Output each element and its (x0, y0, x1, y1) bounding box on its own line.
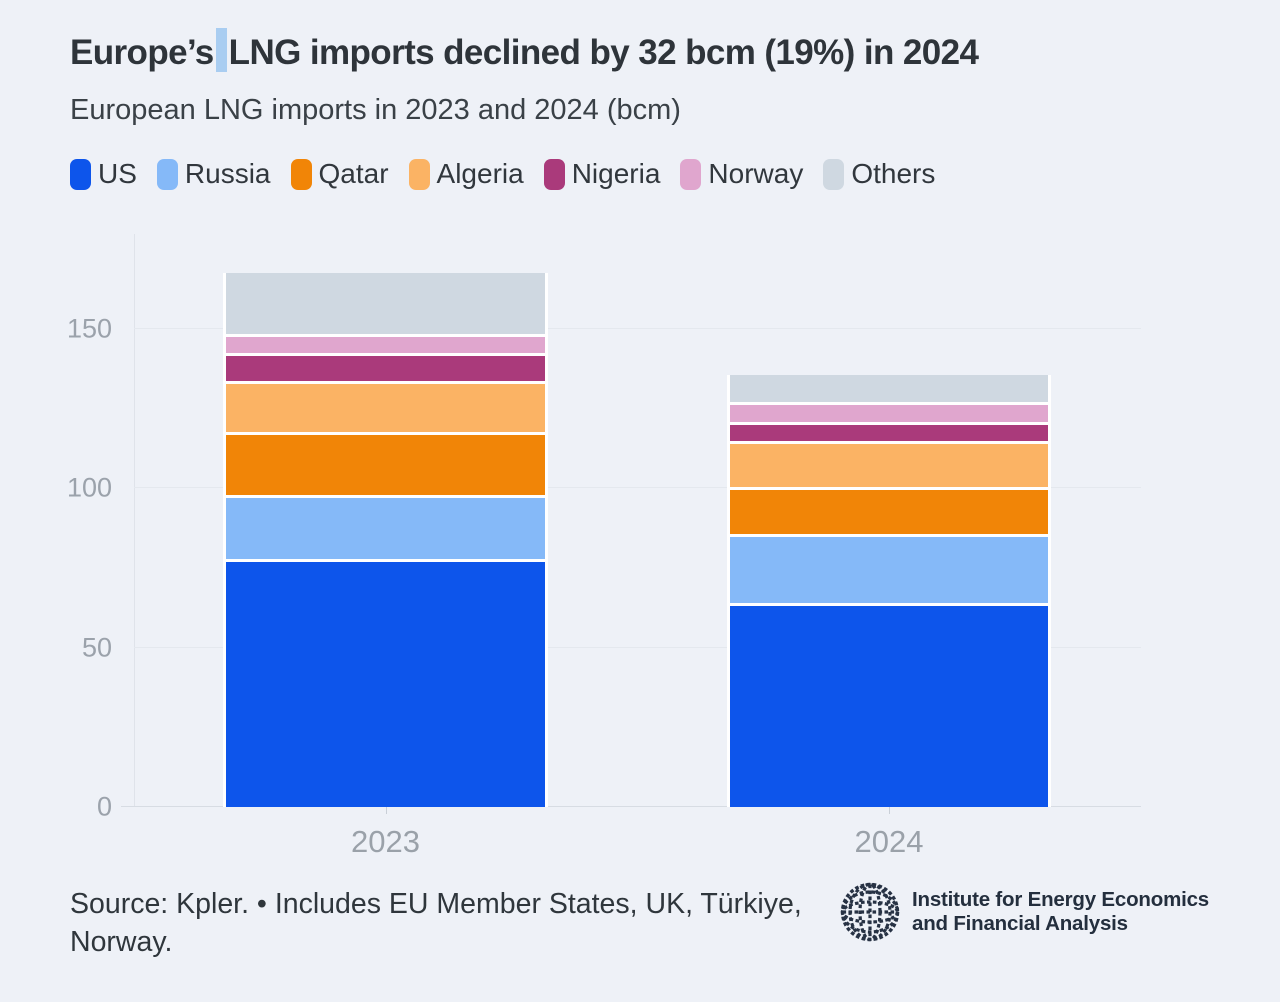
legend-label: Russia (184, 158, 271, 189)
bar-segment-2024-us (727, 606, 1051, 807)
x-tick-2023 (385, 807, 387, 814)
title-text-after-cursor: LNG imports declined by 32 bcm (19%) in … (228, 33, 979, 72)
legend-label: US (98, 158, 137, 189)
y-axis-line (134, 234, 135, 807)
x-label-2023: 2023 (351, 824, 420, 859)
bar-segment-2023-nigeria (223, 355, 548, 385)
text-cursor-highlight (215, 28, 227, 72)
legend-swatch-russia (156, 158, 178, 190)
zero-tick-mark (121, 806, 134, 807)
chart-title: Europe’s LNG imports declined by 32 bcm (… (70, 28, 979, 73)
y-tick-label-50: 50 (81, 632, 112, 663)
x-tick-2024 (889, 807, 890, 814)
chart-subtitle: European LNG imports in 2023 and 2024 (b… (70, 94, 681, 126)
bar-segment-2024-algeria (727, 444, 1051, 490)
legend-label: Algeria (436, 158, 524, 189)
x-label-2024: 2024 (854, 824, 924, 859)
legend-swatch-nigeria (543, 158, 565, 190)
legend-item-others: Others (823, 158, 935, 190)
bar-segment-2023-us (223, 561, 548, 807)
title-text-before-cursor: Europe’s (70, 33, 214, 72)
legend-item-norway: Norway (680, 158, 803, 190)
bar-segment-2024-norway (727, 405, 1051, 426)
legend-swatch-us (70, 158, 91, 190)
legend-label: Others (851, 158, 936, 189)
bar-segment-2023-norway (223, 336, 548, 356)
stacked-bar-2024 (727, 230, 1051, 807)
gridline-0 (134, 806, 1141, 807)
legend-item-nigeria: Nigeria (543, 158, 661, 190)
legend-item-qatar: Qatar (290, 158, 389, 190)
legend-swatch-others (823, 158, 845, 190)
source-note: Source: Kpler. • Includes EU Member Stat… (70, 888, 802, 958)
gridline-100 (134, 487, 1141, 489)
bar-segment-2023-algeria (223, 384, 548, 436)
legend-swatch-algeria (408, 158, 430, 190)
y-tick-label-0: 0 (96, 791, 112, 822)
bar-segment-2024-qatar (727, 489, 1051, 537)
y-tick-label-100: 100 (66, 472, 112, 503)
legend-label: Nigeria (571, 158, 661, 189)
bar-segment-2023-qatar (223, 435, 548, 499)
ieefa-logo-line1: Institute for Energy Economics (912, 888, 1209, 912)
stacked-bar-2023 (223, 230, 548, 807)
ieefa-globe-logo-icon (840, 882, 900, 942)
legend-item-us: US (70, 158, 137, 190)
legend-item-russia: Russia (156, 158, 271, 190)
legend: US Russia Qatar Algeria Nigeria Norway Others (70, 158, 935, 190)
ieefa-logo-line2: and Financial Analysis (912, 912, 1128, 935)
y-tick-label-150: 150 (66, 313, 112, 344)
gridline-150 (134, 327, 1141, 329)
bar-segment-2024-others (727, 375, 1051, 406)
legend-label: Qatar (318, 158, 389, 189)
legend-label: Norway (708, 158, 804, 189)
legend-item-algeria: Algeria (408, 158, 524, 190)
bar-segment-2023-russia (223, 498, 548, 562)
legend-swatch-qatar (290, 158, 312, 190)
ieefa-logo: Institute for Energy Economics and Financ… (840, 882, 1209, 942)
bar-segment-2024-nigeria (727, 425, 1051, 445)
bar-segment-2023-others (223, 273, 548, 337)
bar-segment-2024-russia (727, 536, 1051, 607)
plot-area: 150 100 50 0 2023 2024 (0, 230, 1280, 859)
legend-swatch-norway (680, 158, 702, 190)
ieefa-logo-text: Institute for Energy Economics and Financ… (912, 888, 1209, 936)
gridline-50 (134, 646, 1141, 648)
